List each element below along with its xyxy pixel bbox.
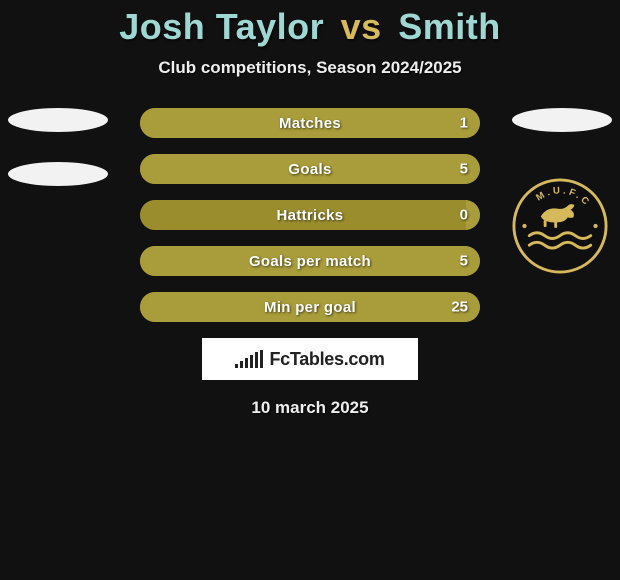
branding-text: FcTables.com [269, 349, 384, 370]
branding-banner: FcTables.com [202, 338, 418, 380]
stat-row: Matches 1 [140, 108, 480, 138]
stat-row: Goals per match 5 [140, 246, 480, 276]
stats-list: Matches 1 Goals 5 Hattricks 0 Goals per match 5… [140, 108, 480, 322]
stat-value-right: 5 [460, 161, 468, 178]
vs-text: vs [341, 6, 382, 47]
avatar-placeholder-icon [8, 162, 108, 186]
avatar-placeholder-icon [512, 108, 612, 132]
stat-label: Goals per match [249, 253, 371, 270]
stat-label: Min per goal [264, 299, 356, 316]
subtitle: Club competitions, Season 2024/2025 [0, 58, 620, 78]
club-badge-icon: M.U.F.C [512, 178, 608, 274]
branding-bars-icon [235, 350, 263, 368]
stat-fill-right [466, 200, 480, 230]
stat-value-right: 5 [460, 253, 468, 270]
stat-value-right: 1 [460, 115, 468, 132]
comparison-title: Josh Taylor vs Smith [0, 0, 620, 48]
stat-row: Hattricks 0 [140, 200, 480, 230]
player1-avatar [8, 108, 108, 208]
avatar-placeholder-icon [8, 108, 108, 132]
stat-label: Matches [279, 115, 341, 132]
stat-value-right: 0 [460, 207, 468, 224]
stat-value-right: 25 [451, 299, 468, 316]
player1-name: Josh Taylor [119, 6, 324, 47]
stat-label: Hattricks [277, 207, 344, 224]
stat-row: Goals 5 [140, 154, 480, 184]
player2-name: Smith [398, 6, 501, 47]
stat-label: Goals [288, 161, 331, 178]
date-label: 10 march 2025 [0, 398, 620, 418]
stat-row: Min per goal 25 [140, 292, 480, 322]
